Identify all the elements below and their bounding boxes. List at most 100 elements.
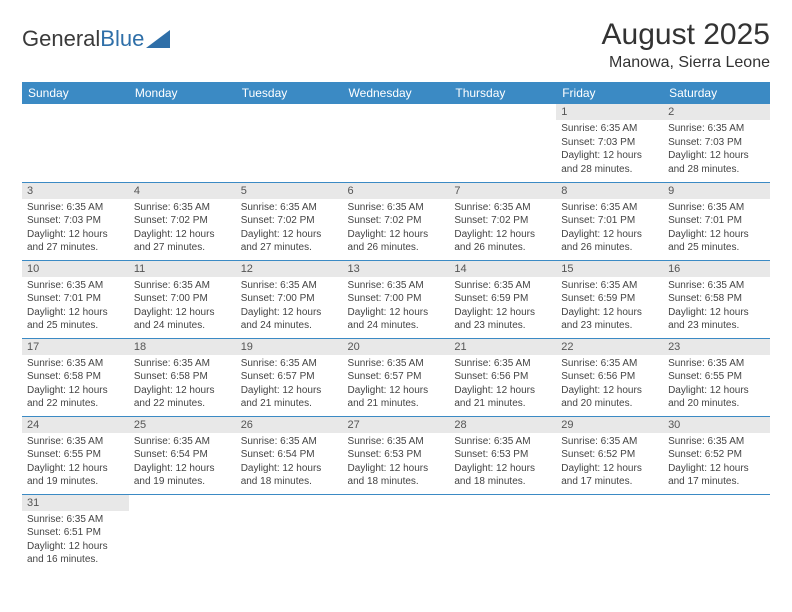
month-title: August 2025 xyxy=(602,18,770,52)
daylight-text: Daylight: 12 hours and 24 minutes. xyxy=(348,306,445,333)
sunset-text: Sunset: 7:00 PM xyxy=(134,292,231,306)
day-number: 21 xyxy=(449,339,556,355)
title-block: August 2025 Manowa, Sierra Leone xyxy=(602,18,770,72)
sunset-text: Sunset: 6:51 PM xyxy=(27,526,124,540)
day-details: Sunrise: 6:35 AMSunset: 7:00 PMDaylight:… xyxy=(343,277,450,337)
day-details: Sunrise: 6:35 AMSunset: 6:56 PMDaylight:… xyxy=(556,355,663,415)
calendar-cell: 16Sunrise: 6:35 AMSunset: 6:58 PMDayligh… xyxy=(663,260,770,338)
sunrise-text: Sunrise: 6:35 AM xyxy=(454,435,551,449)
sunset-text: Sunset: 7:00 PM xyxy=(241,292,338,306)
brand-text-1: General xyxy=(22,26,100,52)
daylight-text: Daylight: 12 hours and 18 minutes. xyxy=(348,462,445,489)
day-number: 17 xyxy=(22,339,129,355)
daylight-text: Daylight: 12 hours and 25 minutes. xyxy=(27,306,124,333)
sunrise-text: Sunrise: 6:35 AM xyxy=(27,357,124,371)
sunrise-text: Sunrise: 6:35 AM xyxy=(561,435,658,449)
weekday-row: SundayMondayTuesdayWednesdayThursdayFrid… xyxy=(22,82,770,104)
calendar-cell: 8Sunrise: 6:35 AMSunset: 7:01 PMDaylight… xyxy=(556,182,663,260)
day-details: Sunrise: 6:35 AMSunset: 7:02 PMDaylight:… xyxy=(129,199,236,259)
sunrise-text: Sunrise: 6:35 AM xyxy=(134,357,231,371)
daylight-text: Daylight: 12 hours and 21 minutes. xyxy=(241,384,338,411)
sunset-text: Sunset: 7:01 PM xyxy=(27,292,124,306)
day-details: Sunrise: 6:35 AMSunset: 6:53 PMDaylight:… xyxy=(343,433,450,493)
calendar-cell: 13Sunrise: 6:35 AMSunset: 7:00 PMDayligh… xyxy=(343,260,450,338)
sunrise-text: Sunrise: 6:35 AM xyxy=(134,201,231,215)
daylight-text: Daylight: 12 hours and 26 minutes. xyxy=(454,228,551,255)
day-number: 10 xyxy=(22,261,129,277)
day-details: Sunrise: 6:35 AMSunset: 6:52 PMDaylight:… xyxy=(556,433,663,493)
sunrise-text: Sunrise: 6:35 AM xyxy=(27,435,124,449)
calendar-cell xyxy=(129,104,236,182)
calendar-cell: 29Sunrise: 6:35 AMSunset: 6:52 PMDayligh… xyxy=(556,416,663,494)
sunset-text: Sunset: 6:58 PM xyxy=(134,370,231,384)
calendar-cell: 4Sunrise: 6:35 AMSunset: 7:02 PMDaylight… xyxy=(129,182,236,260)
day-details: Sunrise: 6:35 AMSunset: 6:53 PMDaylight:… xyxy=(449,433,556,493)
calendar-cell xyxy=(343,104,450,182)
daylight-text: Daylight: 12 hours and 21 minutes. xyxy=(454,384,551,411)
calendar-cell: 20Sunrise: 6:35 AMSunset: 6:57 PMDayligh… xyxy=(343,338,450,416)
sunset-text: Sunset: 7:02 PM xyxy=(241,214,338,228)
daylight-text: Daylight: 12 hours and 26 minutes. xyxy=(348,228,445,255)
day-number: 25 xyxy=(129,417,236,433)
sunset-text: Sunset: 6:54 PM xyxy=(241,448,338,462)
sunrise-text: Sunrise: 6:35 AM xyxy=(27,279,124,293)
calendar-page: GeneralBlue August 2025 Manowa, Sierra L… xyxy=(0,0,792,590)
sunset-text: Sunset: 7:01 PM xyxy=(561,214,658,228)
daylight-text: Daylight: 12 hours and 18 minutes. xyxy=(241,462,338,489)
daylight-text: Daylight: 12 hours and 17 minutes. xyxy=(668,462,765,489)
daylight-text: Daylight: 12 hours and 25 minutes. xyxy=(668,228,765,255)
calendar-cell xyxy=(449,104,556,182)
day-number: 31 xyxy=(22,495,129,511)
sunrise-text: Sunrise: 6:35 AM xyxy=(241,357,338,371)
sunset-text: Sunset: 6:58 PM xyxy=(668,292,765,306)
calendar-cell: 15Sunrise: 6:35 AMSunset: 6:59 PMDayligh… xyxy=(556,260,663,338)
daylight-text: Daylight: 12 hours and 23 minutes. xyxy=(454,306,551,333)
calendar-table: SundayMondayTuesdayWednesdayThursdayFrid… xyxy=(22,82,770,572)
day-number: 15 xyxy=(556,261,663,277)
day-details: Sunrise: 6:35 AMSunset: 6:54 PMDaylight:… xyxy=(129,433,236,493)
calendar-cell: 2Sunrise: 6:35 AMSunset: 7:03 PMDaylight… xyxy=(663,104,770,182)
daylight-text: Daylight: 12 hours and 18 minutes. xyxy=(454,462,551,489)
sail-icon xyxy=(146,30,170,48)
day-number: 3 xyxy=(22,183,129,199)
sunrise-text: Sunrise: 6:35 AM xyxy=(561,201,658,215)
daylight-text: Daylight: 12 hours and 21 minutes. xyxy=(348,384,445,411)
sunset-text: Sunset: 7:02 PM xyxy=(454,214,551,228)
day-details: Sunrise: 6:35 AMSunset: 6:59 PMDaylight:… xyxy=(556,277,663,337)
daylight-text: Daylight: 12 hours and 24 minutes. xyxy=(241,306,338,333)
day-number: 16 xyxy=(663,261,770,277)
day-details: Sunrise: 6:35 AMSunset: 6:57 PMDaylight:… xyxy=(343,355,450,415)
sunset-text: Sunset: 6:59 PM xyxy=(454,292,551,306)
sunrise-text: Sunrise: 6:35 AM xyxy=(668,357,765,371)
calendar-body: 1Sunrise: 6:35 AMSunset: 7:03 PMDaylight… xyxy=(22,104,770,572)
weekday-header: Wednesday xyxy=(343,82,450,104)
day-details: Sunrise: 6:35 AMSunset: 7:03 PMDaylight:… xyxy=(556,120,663,180)
day-details: Sunrise: 6:35 AMSunset: 7:01 PMDaylight:… xyxy=(556,199,663,259)
day-details: Sunrise: 6:35 AMSunset: 6:55 PMDaylight:… xyxy=(663,355,770,415)
day-number: 1 xyxy=(556,104,663,120)
sunrise-text: Sunrise: 6:35 AM xyxy=(348,279,445,293)
weekday-header: Sunday xyxy=(22,82,129,104)
weekday-header: Monday xyxy=(129,82,236,104)
daylight-text: Daylight: 12 hours and 19 minutes. xyxy=(134,462,231,489)
day-number: 22 xyxy=(556,339,663,355)
sunset-text: Sunset: 7:03 PM xyxy=(668,136,765,150)
daylight-text: Daylight: 12 hours and 16 minutes. xyxy=(27,540,124,567)
calendar-cell: 1Sunrise: 6:35 AMSunset: 7:03 PMDaylight… xyxy=(556,104,663,182)
sunset-text: Sunset: 7:02 PM xyxy=(134,214,231,228)
calendar-cell xyxy=(343,494,450,572)
weekday-header: Friday xyxy=(556,82,663,104)
day-number: 26 xyxy=(236,417,343,433)
day-number: 14 xyxy=(449,261,556,277)
calendar-cell xyxy=(236,104,343,182)
calendar-row: 3Sunrise: 6:35 AMSunset: 7:03 PMDaylight… xyxy=(22,182,770,260)
sunset-text: Sunset: 7:01 PM xyxy=(668,214,765,228)
day-details: Sunrise: 6:35 AMSunset: 6:51 PMDaylight:… xyxy=(22,511,129,571)
sunrise-text: Sunrise: 6:35 AM xyxy=(348,201,445,215)
day-details: Sunrise: 6:35 AMSunset: 6:58 PMDaylight:… xyxy=(129,355,236,415)
calendar-cell xyxy=(236,494,343,572)
calendar-cell: 5Sunrise: 6:35 AMSunset: 7:02 PMDaylight… xyxy=(236,182,343,260)
day-number: 11 xyxy=(129,261,236,277)
day-number: 19 xyxy=(236,339,343,355)
calendar-cell: 26Sunrise: 6:35 AMSunset: 6:54 PMDayligh… xyxy=(236,416,343,494)
